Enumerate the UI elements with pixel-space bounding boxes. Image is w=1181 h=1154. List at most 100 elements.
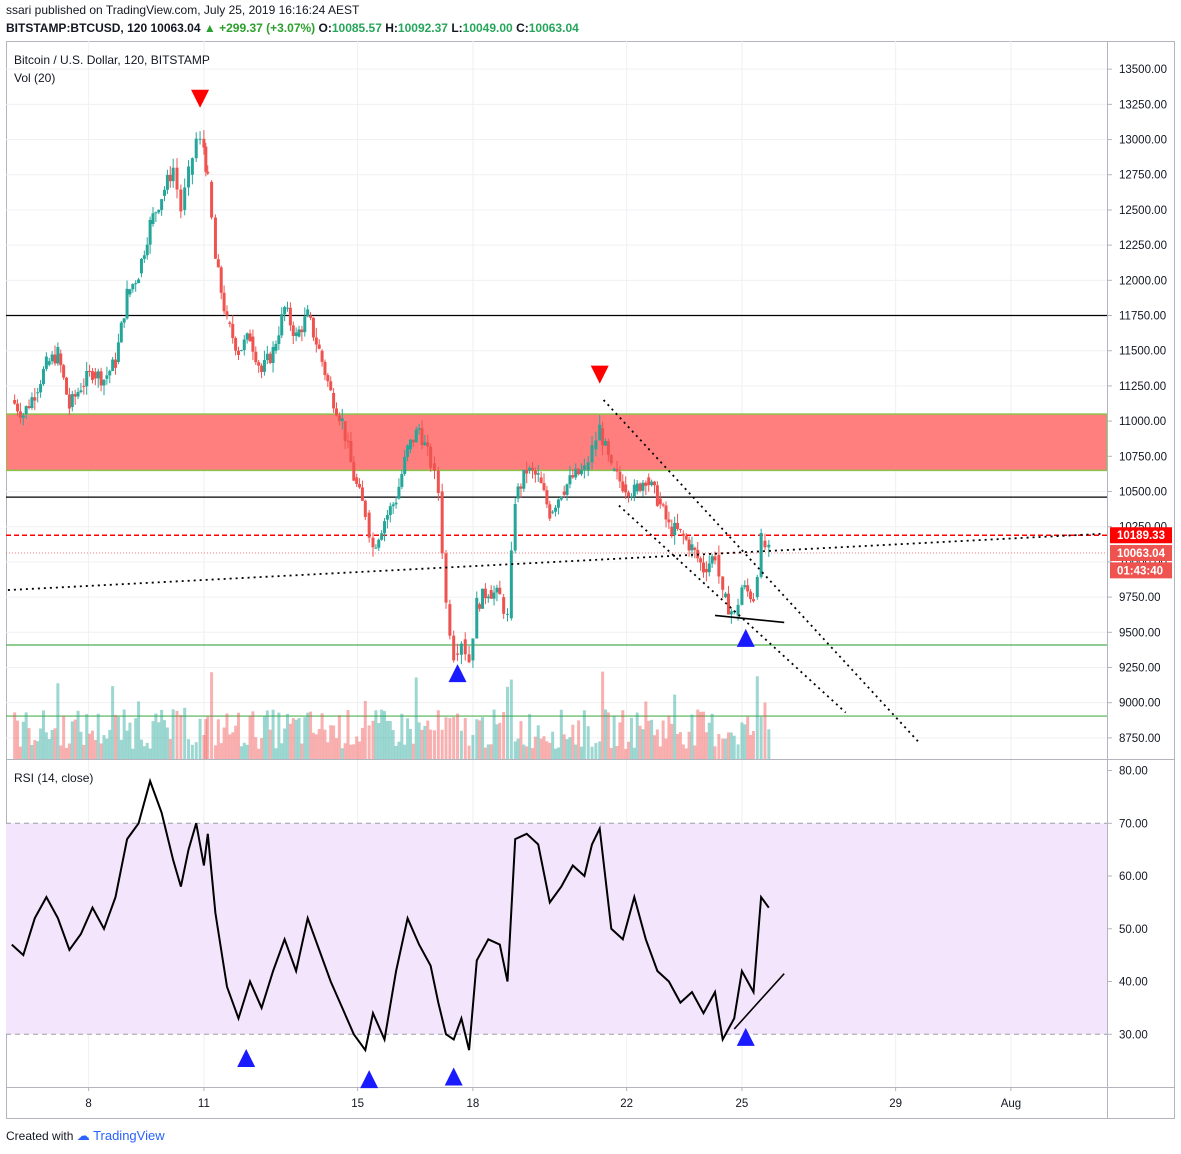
volume-bar xyxy=(459,730,463,759)
chart-frame[interactable]: Bitcoin / U.S. Dollar, 120, BITSTAMP Vol … xyxy=(6,41,1175,1119)
high-value: 10092.37 xyxy=(397,21,448,35)
candle-body xyxy=(551,511,555,513)
volume-bar xyxy=(30,744,34,759)
candle-body xyxy=(360,487,364,501)
volume-bar xyxy=(309,711,313,759)
candle-body xyxy=(707,563,711,573)
candle-body xyxy=(323,361,327,376)
candle-body xyxy=(448,604,452,636)
volume-bar xyxy=(108,729,112,759)
volume-bar xyxy=(763,702,767,759)
candle-body xyxy=(385,515,389,520)
candle-body xyxy=(612,468,616,471)
candle-body xyxy=(516,486,520,499)
volume-bar xyxy=(383,711,387,759)
rsi-tick-label: 30.00 xyxy=(1119,1029,1148,1041)
volume-bar xyxy=(743,724,747,759)
candle-body xyxy=(629,496,633,498)
price-tick-label: 11500.00 xyxy=(1119,346,1166,358)
volume-bar xyxy=(615,746,619,759)
rsi-tick-label: 40.00 xyxy=(1119,977,1148,989)
candle-body xyxy=(27,406,31,408)
candle-body xyxy=(367,512,371,538)
rsi-tick-label: 50.00 xyxy=(1119,924,1148,936)
candle-body xyxy=(724,593,728,598)
candle-body xyxy=(254,351,258,363)
volume-bar xyxy=(13,712,17,759)
price-tick-label: 8750.00 xyxy=(1119,733,1161,745)
volume-bar xyxy=(343,743,347,759)
volume-bar xyxy=(471,734,475,759)
candle-body xyxy=(417,428,421,430)
candle-body xyxy=(603,441,607,446)
volume-bar xyxy=(21,721,25,759)
candle-body xyxy=(340,418,344,422)
tradingview-logo-icon[interactable]: ☁ xyxy=(76,1128,90,1143)
volume-bar xyxy=(559,709,563,759)
volume-bar xyxy=(635,712,639,759)
volume-bar xyxy=(429,729,433,759)
volume-bar xyxy=(88,733,92,759)
candle-body xyxy=(638,483,642,491)
price-tick-label: 13000.00 xyxy=(1119,135,1167,147)
candle-body xyxy=(483,588,487,599)
candle-body xyxy=(704,568,708,573)
candle-body xyxy=(99,371,103,386)
candle-body xyxy=(213,217,217,259)
candle-body xyxy=(337,415,341,422)
candle-body xyxy=(311,317,315,338)
candle-body xyxy=(377,539,381,548)
volume-bar xyxy=(568,737,572,759)
volume-bar xyxy=(254,737,258,759)
price-tick-label: 9750.00 xyxy=(1119,592,1161,604)
rsi-trendline xyxy=(733,973,785,1030)
candle-body xyxy=(420,428,424,446)
volume-bar xyxy=(489,744,493,759)
price-tick-label: 10500.00 xyxy=(1119,487,1167,499)
volume-bar xyxy=(371,720,375,759)
candle-body xyxy=(300,329,304,333)
candle-body xyxy=(257,362,261,366)
volume-bar xyxy=(277,712,281,759)
candle-body xyxy=(463,639,467,655)
volume-bar xyxy=(206,716,210,759)
candle-body xyxy=(236,350,240,355)
volume-bar xyxy=(759,716,763,759)
tradingview-brand[interactable]: TradingView xyxy=(93,1128,165,1143)
candle-body xyxy=(306,309,310,317)
candle-body xyxy=(374,547,378,549)
candle-body xyxy=(486,596,490,599)
volume-bar xyxy=(67,743,71,759)
candle-body xyxy=(283,307,287,315)
candle-body xyxy=(767,544,771,548)
volume-bar xyxy=(647,720,651,759)
candle-body xyxy=(388,506,392,516)
volume-bar xyxy=(228,734,232,759)
candle-body xyxy=(495,587,499,593)
volume-bar xyxy=(502,711,506,759)
candle-body xyxy=(429,446,433,468)
time-tick-label: 8 xyxy=(85,1098,91,1110)
candle-body xyxy=(70,394,74,408)
candle-body xyxy=(198,138,202,140)
candle-body xyxy=(528,467,532,471)
high-label: H: xyxy=(385,21,398,35)
sell-arrow-icon xyxy=(590,365,609,384)
candle-body xyxy=(44,356,48,369)
candle-body xyxy=(506,613,510,615)
time-tick-label: 29 xyxy=(889,1098,902,1110)
candle-body xyxy=(598,424,602,441)
sell-arrow-icon xyxy=(191,89,210,108)
candle-body xyxy=(168,174,172,182)
volume-bar xyxy=(495,724,499,759)
candle-body xyxy=(204,146,208,172)
volume-bar xyxy=(50,729,54,759)
candle-body xyxy=(687,539,691,551)
candle-body xyxy=(216,259,220,268)
candle-body xyxy=(554,507,558,512)
candle-body xyxy=(202,138,206,148)
volume-bar xyxy=(131,748,135,759)
candle-body xyxy=(632,484,636,497)
rsi-buy-arrow-icon xyxy=(444,1067,463,1086)
volume-bar xyxy=(47,739,51,759)
